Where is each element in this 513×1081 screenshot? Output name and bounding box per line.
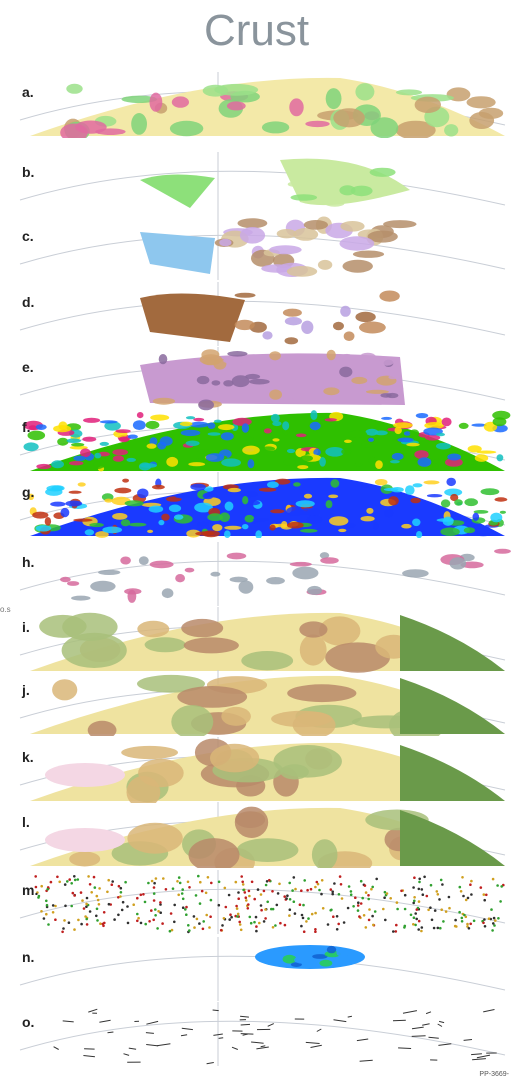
map-image-j [19, 670, 506, 736]
map-panel-m: m. [0, 868, 513, 936]
panel-label: h. [22, 554, 35, 570]
panel-label: i. [22, 619, 30, 635]
edge-fragment-text: o.s [0, 605, 11, 614]
panel-label: f. [22, 419, 31, 435]
panel-label: b. [22, 164, 35, 180]
map-image-m [19, 870, 506, 934]
map-image-d [19, 282, 506, 346]
map-image-a [19, 72, 506, 138]
map-panel-h: h. [0, 540, 513, 608]
map-panel-n: n. [0, 935, 513, 1003]
panel-label: g. [22, 484, 35, 500]
panel-label: m. [22, 882, 39, 898]
panel-label: n. [22, 949, 35, 965]
panel-label: l. [22, 814, 30, 830]
map-image-k [19, 737, 506, 803]
map-panel-g: g. [0, 470, 513, 538]
map-image-f [19, 407, 511, 472]
map-panel-f: f. [0, 405, 513, 473]
map-image-n [19, 937, 506, 1001]
panel-label: o. [22, 1014, 35, 1030]
page-title: Crust [203, 6, 310, 55]
map-panel-i: i. [0, 605, 513, 673]
map-image-o [19, 1002, 506, 1066]
map-panel-e: e. [0, 345, 513, 413]
map-panel-a: a. [0, 70, 513, 138]
map-image-b [19, 152, 506, 216]
map-image-h [19, 542, 511, 606]
map-panel-d: d. [0, 280, 513, 348]
map-image-i [19, 607, 506, 673]
panel-label: a. [22, 84, 34, 100]
map-panel-o: o. [0, 1000, 513, 1068]
panel-label: c. [22, 228, 34, 244]
map-image-e [19, 347, 506, 411]
map-panel-l: l. [0, 800, 513, 868]
panel-label: k. [22, 749, 34, 765]
panel-label: e. [22, 359, 34, 375]
map-panel-c: c. [0, 214, 513, 282]
figure-credit: PP-3669- [479, 1071, 509, 1078]
panel-label: d. [22, 294, 35, 310]
map-image-l [19, 802, 506, 868]
map-panel-b: b. [0, 150, 513, 218]
map-panel-k: k. [0, 735, 513, 803]
map-image-c [19, 216, 506, 280]
map-image-g [19, 472, 508, 538]
panel-label: j. [22, 682, 30, 698]
map-panel-j: j. [0, 668, 513, 736]
